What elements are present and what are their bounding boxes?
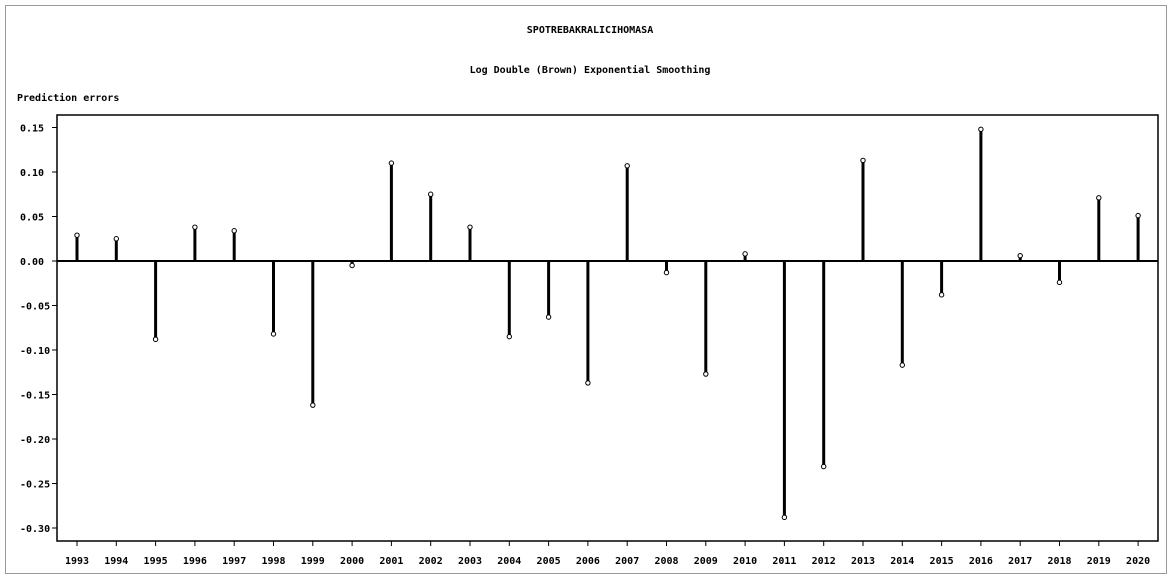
x-tick-label: 1997 <box>222 556 246 567</box>
stem-marker <box>585 380 591 386</box>
stem-marker <box>270 331 277 337</box>
x-tick-label: 2019 <box>1087 556 1111 567</box>
stem-marker <box>113 236 120 242</box>
chart-subtitle: Log Double (Brown) Exponential Smoothing <box>470 64 711 76</box>
x-tick-label: 1995 <box>144 556 168 567</box>
x-tick-label: 2016 <box>969 556 993 567</box>
x-tick-label: 1993 <box>65 556 89 567</box>
x-tick-label: 2013 <box>851 556 875 567</box>
chart-title: SPOTREBAKRALICIHOMASA <box>527 25 653 36</box>
x-tick-label: 2004 <box>497 556 521 567</box>
y-tick-label: -0.05 <box>20 302 50 313</box>
stem-marker <box>742 251 748 257</box>
x-axis: 1993 1994 1995 1996 1997 1998 1999 2000 2001 2002… <box>65 541 1150 567</box>
y-tick-label: 0.15 <box>20 124 44 135</box>
x-tick-label: 2009 <box>694 556 718 567</box>
x-tick-label: 2003 <box>458 556 482 567</box>
y-tick-label: -0.15 <box>20 391 50 402</box>
x-tick-label: 2014 <box>890 556 914 567</box>
x-tick-label: 2000 <box>340 556 364 567</box>
x-tick-label: 2012 <box>812 556 836 567</box>
x-tick-label: 2018 <box>1047 556 1071 567</box>
x-tick-label: 2007 <box>615 556 639 567</box>
x-tick-label: 1996 <box>183 556 207 567</box>
x-tick-label: 2002 <box>419 556 443 567</box>
stem-marker <box>821 463 827 470</box>
stem-marker <box>978 126 984 132</box>
stem-marker <box>74 232 80 238</box>
stem-marker <box>1096 195 1102 201</box>
x-tick-label: 2008 <box>654 556 678 567</box>
stem-marker <box>467 224 473 230</box>
stem-marker <box>545 314 552 320</box>
y-tick-label: -0.25 <box>20 480 50 491</box>
stem-series <box>74 126 1141 521</box>
stem-marker <box>1017 252 1023 259</box>
stem-marker <box>231 228 237 234</box>
stem-marker <box>1056 279 1063 286</box>
chart-frame <box>5 5 1167 574</box>
stem-marker <box>506 333 512 340</box>
x-tick-label: 2020 <box>1126 556 1150 567</box>
stem-marker <box>310 402 316 408</box>
x-tick-label: 1998 <box>261 556 285 567</box>
stem-marker <box>1135 212 1141 219</box>
x-tick-label: 2011 <box>772 556 796 567</box>
stem-marker <box>938 292 945 298</box>
stem-marker <box>192 224 198 230</box>
y-tick-label: 0.10 <box>20 168 44 179</box>
stem-marker <box>428 191 434 197</box>
x-tick-label: 2001 <box>379 556 403 567</box>
y-tick-label: -0.10 <box>20 346 50 357</box>
stem-marker <box>388 160 395 166</box>
x-tick-label: 2015 <box>930 556 954 567</box>
x-tick-label: 1999 <box>301 556 325 567</box>
stem-marker <box>349 262 355 269</box>
y-axis-label: Prediction errors <box>17 92 119 104</box>
stem-marker <box>703 371 709 377</box>
x-tick-label: 2010 <box>733 556 757 567</box>
stem-marker <box>781 514 788 521</box>
y-tick-label: -0.30 <box>20 524 50 535</box>
stem-marker <box>152 336 159 343</box>
x-tick-label: 2005 <box>537 556 561 567</box>
y-tick-label: 0.00 <box>20 257 44 268</box>
stem-marker <box>624 163 630 169</box>
x-tick-label: 2017 <box>1008 556 1032 567</box>
stem-marker <box>860 157 866 164</box>
stem-marker <box>663 269 670 276</box>
stem-marker <box>899 362 905 368</box>
plot-area <box>56 114 1159 542</box>
x-tick-label: 1994 <box>104 556 128 567</box>
y-tick-label: -0.20 <box>20 435 50 446</box>
y-axis: 0.15 0.10 0.05 0.00 -0.05 -0.10 -0.15 -0.20 -0.2… <box>20 124 57 535</box>
x-tick-label: 2006 <box>576 556 600 567</box>
y-tick-label: 0.05 <box>20 213 44 224</box>
